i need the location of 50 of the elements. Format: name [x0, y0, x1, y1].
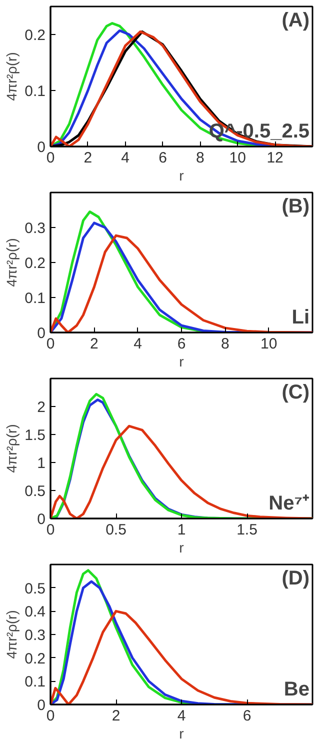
x-tick-label: 4: [121, 150, 130, 166]
annotation: (B): [282, 196, 310, 218]
y-tick-label: 0: [37, 697, 46, 714]
annotation: (C): [282, 382, 310, 404]
x-tick-label: 2: [84, 150, 92, 166]
x-tick-label: 0.5: [106, 522, 126, 538]
annotation: (D): [282, 568, 310, 590]
x-axis-title: r: [179, 168, 184, 184]
x-tick-label: 8: [220, 336, 230, 352]
x-axis-title: r: [179, 540, 184, 556]
x-tick-label: 12: [266, 150, 284, 166]
y-tick-label: 0.4: [24, 604, 46, 621]
y-axis-title: 4πr²ρ(r): [4, 52, 20, 101]
x-tick-label: 6: [177, 336, 186, 352]
y-tick-label: 0: [37, 325, 46, 342]
x-tick-label: 8: [196, 150, 204, 166]
x-axis-title: r: [179, 726, 184, 742]
y-axis-title: 4πr²ρ(r): [4, 610, 20, 659]
x-tick-label: 2: [90, 336, 98, 352]
y-tick-label: 0.3: [24, 220, 46, 237]
y-tick-label: 0.3: [24, 627, 46, 644]
y-tick-label: 0.1: [24, 674, 46, 691]
y-tick-label: 0.1: [24, 83, 46, 100]
y-tick-label: 0.2: [24, 650, 46, 668]
x-axis-title: r: [179, 354, 184, 370]
y-axis-title: 4πr²ρ(r): [4, 238, 20, 287]
x-tick-label: 4: [134, 336, 142, 352]
annotation: Ne⁷⁺: [268, 492, 310, 514]
y-tick-label: 0.2: [24, 255, 46, 272]
x-tick-label: 2: [112, 708, 120, 724]
x-tick-label: 1: [177, 522, 186, 538]
y-tick-label: 0.5: [24, 580, 46, 598]
x-tick-label: 1.5: [236, 522, 258, 538]
x-tick-label: 6: [158, 150, 167, 166]
x-tick-label: 10: [260, 336, 278, 352]
y-tick-label: 0.2: [24, 27, 46, 44]
y-tick-label: 0: [37, 139, 46, 156]
y-tick-label: 0.5: [24, 483, 46, 500]
annotation: Li: [292, 306, 310, 328]
annotation: (A): [282, 10, 310, 32]
y-axis-title: 4πr²ρ(r): [4, 424, 20, 473]
x-tick-label: 10: [229, 150, 246, 166]
y-tick-label: 1: [37, 455, 46, 472]
y-tick-label: 0.1: [24, 290, 46, 307]
y-tick-label: 1.5: [24, 427, 46, 444]
y-tick-label: 0: [37, 511, 46, 528]
x-tick-label: 4: [177, 708, 186, 724]
x-tick-label: 6: [242, 708, 252, 724]
annotation: Be: [284, 678, 310, 700]
y-tick-label: 2: [37, 399, 46, 416]
